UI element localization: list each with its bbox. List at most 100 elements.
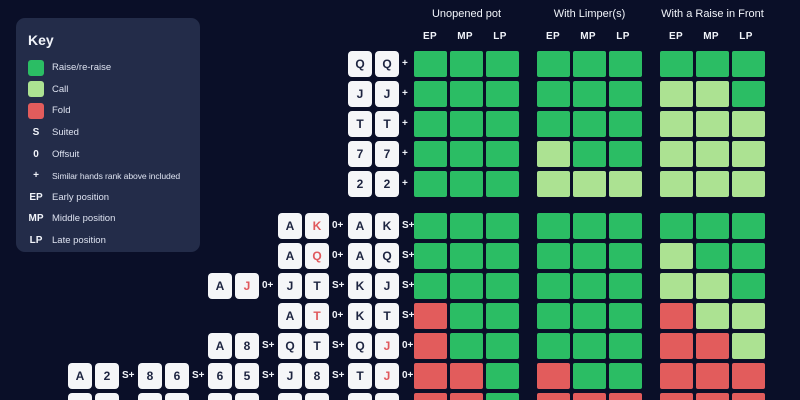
action-cell-raise xyxy=(537,213,570,239)
position-label-mp: MP xyxy=(580,31,596,42)
hand-suffix: S+ xyxy=(122,370,135,381)
action-cell-raise xyxy=(486,81,519,107)
action-cell-raise xyxy=(486,363,519,389)
card-K: K xyxy=(348,273,372,299)
action-cell-raise xyxy=(486,303,519,329)
card-T: T xyxy=(305,303,329,329)
action-cell-raise xyxy=(573,81,606,107)
hand-suffix: S+ xyxy=(262,340,275,351)
action-cell-raise xyxy=(609,243,642,269)
action-cell-raise xyxy=(609,111,642,137)
card-blank xyxy=(95,393,119,400)
action-cell-raise xyxy=(450,243,483,269)
position-label-ep: EP xyxy=(423,31,437,42)
action-cell-raise xyxy=(573,111,606,137)
action-cell-fold xyxy=(696,363,729,389)
action-cell-call xyxy=(696,141,729,167)
action-cell-raise xyxy=(537,303,570,329)
action-cell-call xyxy=(573,171,606,197)
card-J: J xyxy=(375,81,399,107)
legend-label: Late position xyxy=(52,235,106,247)
hand-suffix: 0+ xyxy=(332,220,344,231)
card-A: A xyxy=(208,333,232,359)
action-cell-call xyxy=(696,111,729,137)
action-cell-fold xyxy=(609,393,642,400)
action-cell-call xyxy=(660,171,693,197)
scenario-header-unopened-pot: Unopened pot EP MP LP xyxy=(414,8,519,42)
hand-suffix: S+ xyxy=(332,370,345,381)
action-cell-raise xyxy=(414,243,447,269)
position-labels: EP MP LP xyxy=(660,31,765,42)
action-cell-raise xyxy=(537,273,570,299)
action-cell-raise xyxy=(609,333,642,359)
action-cell-raise xyxy=(537,111,570,137)
action-cell-call xyxy=(660,243,693,269)
action-cell-raise xyxy=(573,333,606,359)
card-A: A xyxy=(278,243,302,269)
action-cell-fold xyxy=(414,333,447,359)
action-cell-raise xyxy=(486,141,519,167)
card-J: J xyxy=(375,363,399,389)
action-cell-raise xyxy=(696,51,729,77)
lp-symbol: LP xyxy=(29,235,43,247)
action-cell-call xyxy=(660,141,693,167)
action-cell-raise xyxy=(450,303,483,329)
card-blank xyxy=(165,393,189,400)
action-cell-raise xyxy=(732,81,765,107)
card-J: J xyxy=(375,333,399,359)
offsuit-symbol: 0 xyxy=(33,148,39,160)
legend-item-raise: Raise/re-raise xyxy=(28,57,194,79)
card-blank xyxy=(235,393,259,400)
call-color-swatch xyxy=(28,81,44,98)
action-cell-call xyxy=(696,81,729,107)
action-cell-fold xyxy=(660,363,693,389)
hand-suffix: + xyxy=(402,118,408,129)
hand-suffix: + xyxy=(402,58,408,69)
action-cell-raise xyxy=(573,303,606,329)
action-cell-raise xyxy=(486,213,519,239)
action-cell-raise xyxy=(732,51,765,77)
action-cell-call xyxy=(537,171,570,197)
card-K: K xyxy=(348,303,372,329)
card-Q: Q xyxy=(348,51,372,77)
card-blank xyxy=(375,393,399,400)
action-cell-fold xyxy=(732,363,765,389)
action-cell-raise xyxy=(609,81,642,107)
action-cell-raise xyxy=(537,81,570,107)
card-T: T xyxy=(375,111,399,137)
action-cell-raise xyxy=(609,363,642,389)
action-cell-fold xyxy=(573,393,606,400)
legend-item-call: Call xyxy=(28,79,194,101)
action-cell-call xyxy=(660,81,693,107)
card-blank xyxy=(305,393,329,400)
card-8: 8 xyxy=(235,333,259,359)
scenario-header-with-limpers: With Limper(s) EP MP LP xyxy=(537,8,642,42)
action-cell-raise xyxy=(573,243,606,269)
action-cell-call xyxy=(660,111,693,137)
hand-suffix: S+ xyxy=(402,280,415,291)
position-label-mp: MP xyxy=(457,31,473,42)
legend-label: Raise/re-raise xyxy=(52,62,112,74)
card-8: 8 xyxy=(305,363,329,389)
scenario-title: Unopened pot xyxy=(431,8,502,20)
action-cell-raise xyxy=(450,213,483,239)
card-A: A xyxy=(278,213,302,239)
legend-label: Middle position xyxy=(52,213,116,225)
legend-item-ep: EP Early position xyxy=(28,187,194,209)
scenario-title: With Limper(s) xyxy=(553,8,626,20)
legend-item-suited: S Suited xyxy=(28,122,194,144)
card-A: A xyxy=(208,273,232,299)
action-cell-fold xyxy=(414,363,447,389)
action-cell-raise xyxy=(486,273,519,299)
legend-label: Fold xyxy=(52,105,71,117)
card-5: 5 xyxy=(235,363,259,389)
card-6: 6 xyxy=(165,363,189,389)
hand-suffix: 0+ xyxy=(332,250,344,261)
action-cell-call xyxy=(732,171,765,197)
card-Q: Q xyxy=(278,333,302,359)
action-cell-raise xyxy=(450,81,483,107)
hand-suffix: 0+ xyxy=(402,370,414,381)
position-label-lp: LP xyxy=(739,31,753,42)
action-cell-raise xyxy=(573,213,606,239)
action-cell-fold xyxy=(696,333,729,359)
